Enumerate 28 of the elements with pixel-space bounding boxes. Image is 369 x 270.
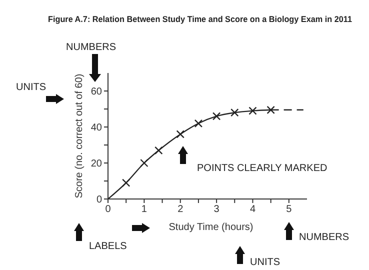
x-tick-label: 4 [250,204,256,216]
x-tick-label: 5 [286,204,292,216]
y-tick-label: 60 [90,86,102,98]
x-tick-label: 2 [178,204,184,216]
text: NUMBERS [66,42,116,53]
point [154,146,163,154]
y-tick-label: 0 [96,194,102,206]
y-axis-title: Score (no. correct out of 60) [74,74,85,198]
y-tick-label: 40 [90,122,102,134]
annotation: POINTS CLEARLY MARKED [197,163,328,174]
chart-title: Figure A.7: Relation Between Study Time and Score on a Biology Exam in 2011 [48,14,366,24]
point [230,108,239,117]
x-tick-label: 3 [214,204,220,216]
point [176,130,184,138]
point [212,112,221,120]
y-tick-label: 20 [90,158,102,170]
point [248,106,257,115]
text: LABELS [89,241,128,252]
point [194,119,203,128]
x-axis-title: Study Time (hours) [168,222,254,233]
x-tick-label: 1 [141,204,148,216]
point [266,106,275,114]
text: UNITS [16,82,46,93]
point [140,158,148,168]
text: NUMBERS [299,232,350,243]
text: UNITS [250,257,280,268]
x-tick-label: 0 [105,204,112,216]
point [122,178,130,187]
